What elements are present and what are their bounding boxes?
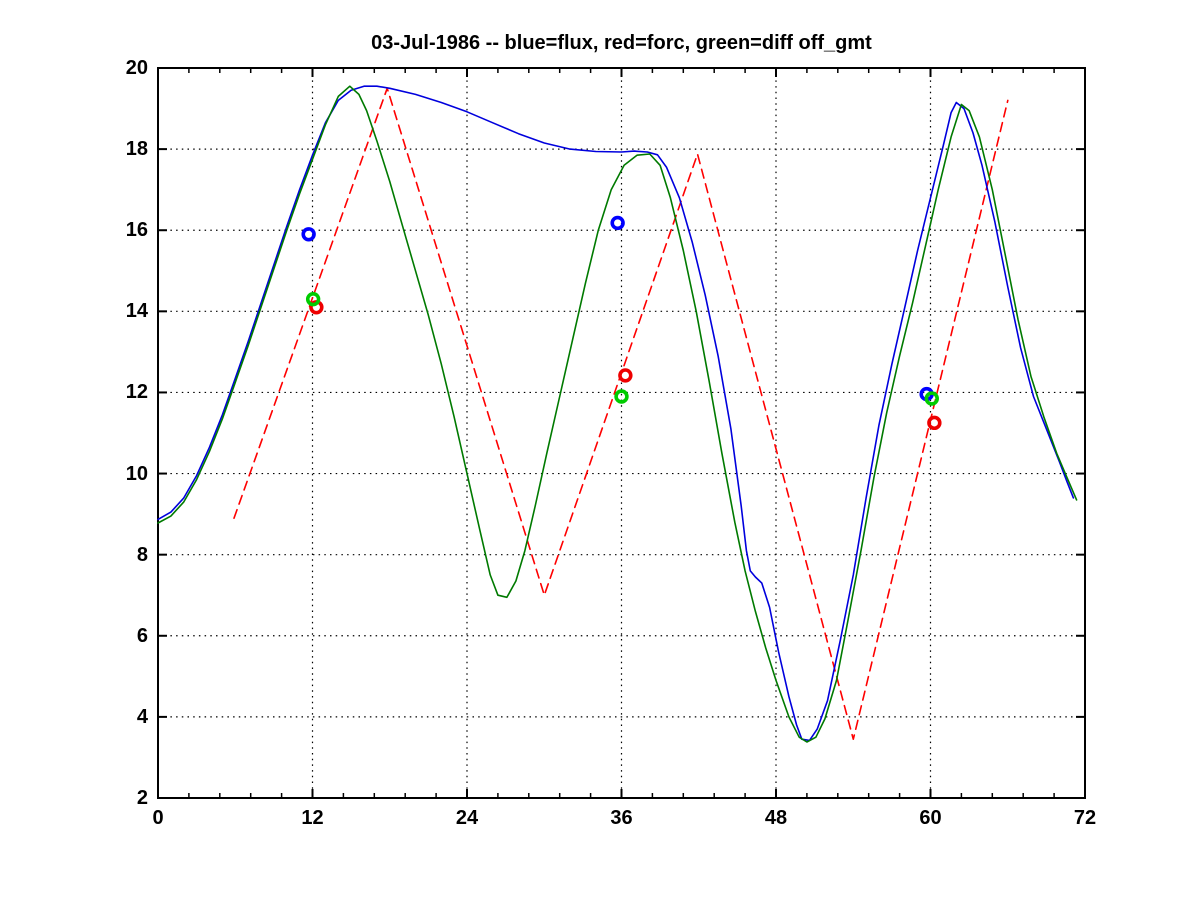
y-tick-label: 4 <box>136 705 148 728</box>
y-tick-label: 16 <box>125 219 148 242</box>
x-tick-label: 72 <box>1073 807 1097 829</box>
y-tick-label: 6 <box>136 624 148 647</box>
series-forc-line <box>233 87 1009 740</box>
series-diff-line <box>157 85 1078 743</box>
y-tick-label: 12 <box>125 381 148 404</box>
marker-forc <box>618 368 633 383</box>
marker-forc <box>927 415 942 431</box>
marker-diff <box>614 389 629 404</box>
x-tick-label: 24 <box>455 807 479 829</box>
x-tick-label: 60 <box>919 807 942 829</box>
marker-flux <box>610 215 625 231</box>
y-tick-label: 18 <box>125 138 148 161</box>
y-tick-label: 2 <box>136 787 148 809</box>
y-tick-label: 10 <box>125 462 148 485</box>
y-tick-label: 14 <box>125 300 148 323</box>
plot-title: 03-Jul-1986 -- blue=flux, red=forc, gree… <box>371 32 872 54</box>
y-tick-label: 20 <box>125 57 148 79</box>
marker-diff <box>305 291 321 307</box>
marker-diff <box>924 391 939 406</box>
x-tick-label: 48 <box>764 807 788 829</box>
y-tick-label: 8 <box>136 543 148 566</box>
x-tick-label: 36 <box>610 807 633 829</box>
marker-flux <box>301 227 316 242</box>
x-tick-label: 0 <box>152 807 164 829</box>
x-tick-label: 12 <box>301 807 324 829</box>
series-flux-line <box>157 85 1075 742</box>
